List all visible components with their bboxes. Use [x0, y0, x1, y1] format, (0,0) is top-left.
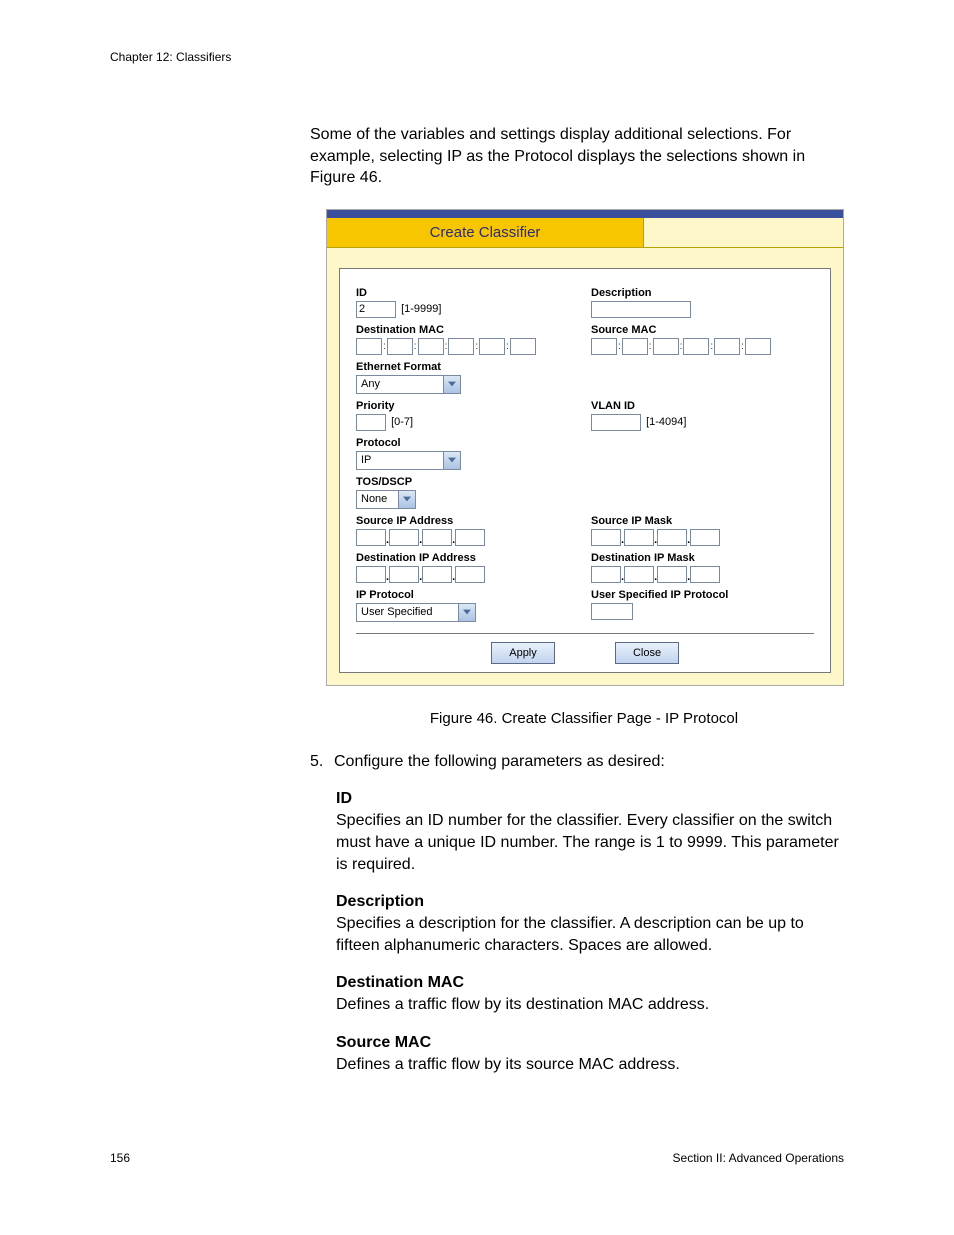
- ip-protocol-select[interactable]: User Specified: [356, 603, 476, 622]
- dest-mac-input[interactable]: :::::: [356, 340, 536, 352]
- label-id: ID: [356, 287, 591, 299]
- label-user-ip-protocol: User Specified IP Protocol: [591, 589, 814, 601]
- apply-button[interactable]: Apply: [491, 642, 555, 664]
- param-description-title: Description: [336, 893, 844, 911]
- priority-range: [0-7]: [391, 416, 413, 428]
- label-priority: Priority: [356, 400, 591, 412]
- param-id-title: ID: [336, 790, 844, 808]
- chevron-down-icon: [443, 376, 460, 393]
- chevron-down-icon: [398, 491, 415, 508]
- label-protocol: Protocol: [356, 437, 591, 449]
- source-ip-mask-input[interactable]: ...: [591, 531, 720, 543]
- tab-spacer: [644, 218, 843, 248]
- panel-topbar: [327, 210, 843, 218]
- param-destmac-desc: Defines a traffic flow by its destinatio…: [336, 994, 844, 1016]
- step-5: 5.Configure the following parameters as …: [310, 751, 844, 773]
- label-vlan-id: VLAN ID: [591, 400, 814, 412]
- label-ethernet-format: Ethernet Format: [356, 361, 591, 373]
- tos-dscp-value: None: [361, 493, 387, 505]
- label-dest-ip: Destination IP Address: [356, 552, 591, 564]
- section-label: Section II: Advanced Operations: [673, 1151, 844, 1165]
- dest-ip-input[interactable]: ...: [356, 568, 485, 580]
- param-srcmac-title: Source MAC: [336, 1034, 844, 1052]
- user-ip-protocol-input[interactable]: [591, 603, 633, 620]
- ip-protocol-value: User Specified: [361, 606, 433, 618]
- priority-input[interactable]: [356, 414, 386, 431]
- step-text: Configure the following parameters as de…: [334, 753, 665, 770]
- description-input[interactable]: [591, 301, 691, 318]
- chapter-header: Chapter 12: Classifiers: [110, 50, 844, 64]
- id-range: [1-9999]: [401, 303, 441, 315]
- label-description: Description: [591, 287, 814, 299]
- step-number: 5.: [310, 751, 334, 773]
- protocol-select[interactable]: IP: [356, 451, 461, 470]
- source-ip-input[interactable]: ...: [356, 531, 485, 543]
- label-dest-mac: Destination MAC: [356, 324, 591, 336]
- dest-ip-mask-input[interactable]: ...: [591, 568, 720, 580]
- label-source-ip: Source IP Address: [356, 515, 591, 527]
- param-destmac-title: Destination MAC: [336, 974, 844, 992]
- chevron-down-icon: [443, 452, 460, 469]
- tos-dscp-select[interactable]: None: [356, 490, 416, 509]
- param-srcmac-desc: Defines a traffic flow by its source MAC…: [336, 1054, 844, 1076]
- intro-paragraph: Some of the variables and settings displ…: [310, 124, 844, 189]
- vlan-id-input[interactable]: [591, 414, 641, 431]
- label-source-mac: Source MAC: [591, 324, 814, 336]
- label-dest-ip-mask: Destination IP Mask: [591, 552, 814, 564]
- tab-create-classifier[interactable]: Create Classifier: [327, 218, 644, 248]
- vlan-range: [1-4094]: [646, 416, 686, 428]
- figure-create-classifier: Create Classifier ID [1-9999] Descriptio…: [326, 209, 844, 686]
- label-source-ip-mask: Source IP Mask: [591, 515, 814, 527]
- source-mac-input[interactable]: :::::: [591, 340, 771, 352]
- ethernet-format-select[interactable]: Any: [356, 375, 461, 394]
- param-description-desc: Specifies a description for the classifi…: [336, 913, 844, 956]
- ethernet-format-value: Any: [361, 378, 380, 390]
- protocol-value: IP: [361, 454, 371, 466]
- param-id-desc: Specifies an ID number for the classifie…: [336, 810, 844, 875]
- figure-caption: Figure 46. Create Classifier Page - IP P…: [326, 710, 842, 727]
- chevron-down-icon: [458, 604, 475, 621]
- label-tos-dscp: TOS/DSCP: [356, 476, 591, 488]
- close-button[interactable]: Close: [615, 642, 679, 664]
- page-number: 156: [110, 1151, 130, 1165]
- id-input[interactable]: [356, 301, 396, 318]
- label-ip-protocol: IP Protocol: [356, 589, 591, 601]
